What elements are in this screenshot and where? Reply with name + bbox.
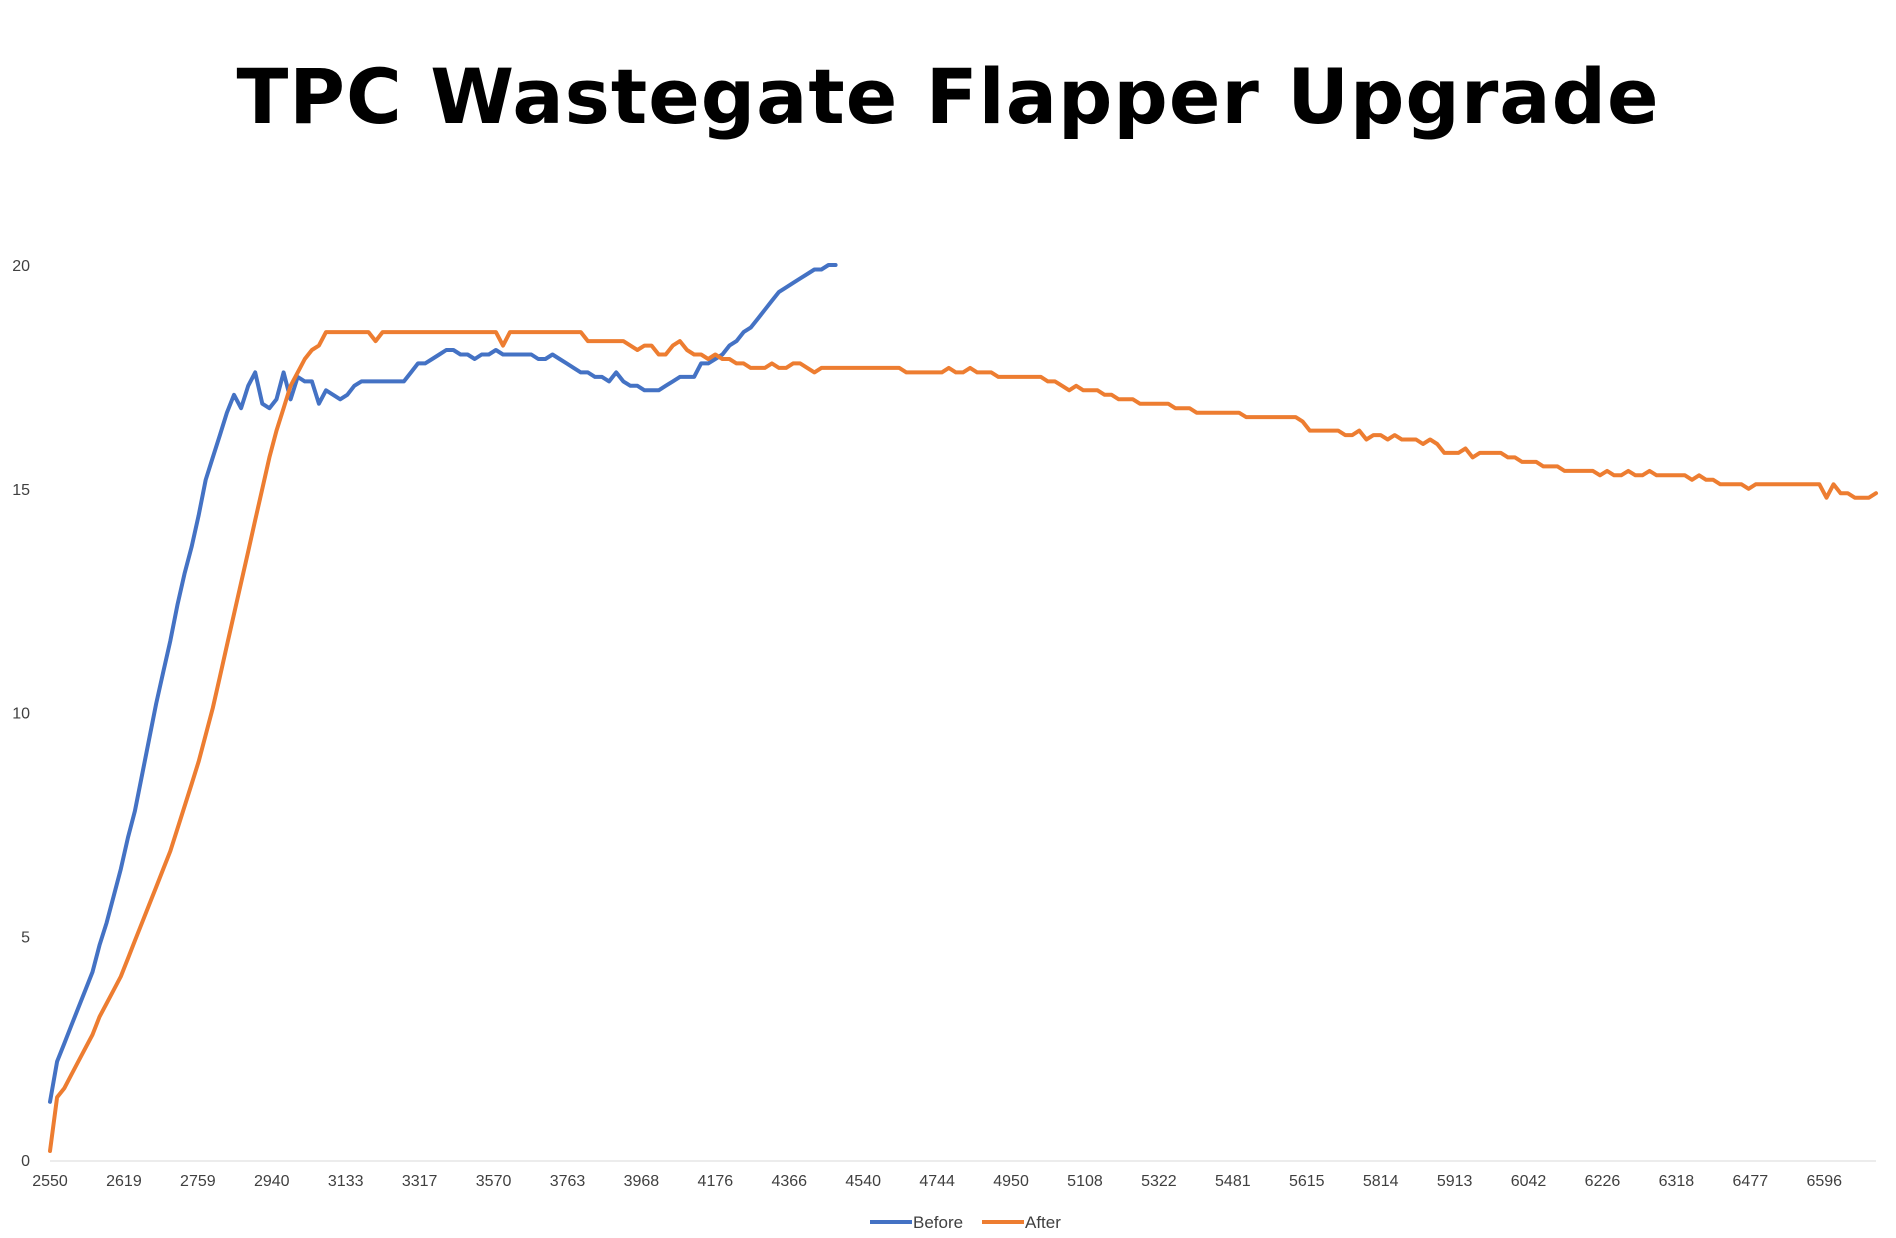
y-tick-label: 10 [12,706,30,723]
x-tick-label: 3317 [402,1173,438,1190]
series-lines [48,263,1878,1153]
x-tick-label: 5108 [1067,1173,1103,1190]
x-tick-label: 6596 [1806,1173,1842,1190]
x-axis-ticks: 2550 2619 2759 2940 3133 3317 3570 3763 3968 4176… [32,1173,1842,1190]
series-line-after [48,330,1878,1153]
x-tick-label: 2759 [180,1173,216,1190]
legend: Before After [870,1213,1061,1232]
x-tick-label: 2940 [254,1173,290,1190]
chart-title: TPC Wastegate Flapper Upgrade [236,52,1660,141]
x-tick-label: 4540 [845,1173,881,1190]
x-tick-label: 5481 [1215,1173,1251,1190]
x-tick-label: 4950 [993,1173,1029,1190]
legend-label-after: After [1025,1213,1061,1232]
x-tick-label: 4744 [919,1173,955,1190]
x-tick-label: 2550 [32,1173,68,1190]
x-tick-label: 3763 [550,1173,586,1190]
x-tick-label: 3968 [624,1173,660,1190]
x-tick-label: 5322 [1141,1173,1177,1190]
x-tick-label: 6042 [1511,1173,1547,1190]
x-tick-label: 6318 [1659,1173,1695,1190]
x-tick-label: 6477 [1733,1173,1769,1190]
x-tick-label: 6226 [1585,1173,1621,1190]
x-tick-label: 5615 [1289,1173,1325,1190]
x-tick-label: 4366 [771,1173,807,1190]
y-tick-label: 20 [12,258,30,275]
x-tick-label: 4176 [698,1173,734,1190]
legend-label-before: Before [913,1213,963,1232]
x-tick-label: 2619 [106,1173,142,1190]
x-tick-label: 3570 [476,1173,512,1190]
series-line-before [48,263,838,1104]
y-tick-label: 15 [12,482,30,499]
y-axis-ticks: 0 5 10 15 20 [12,258,30,1170]
x-tick-label: 3133 [328,1173,364,1190]
y-tick-label: 0 [21,1153,30,1170]
x-tick-label: 5814 [1363,1173,1399,1190]
y-tick-label: 5 [21,929,30,946]
x-tick-label: 5913 [1437,1173,1473,1190]
